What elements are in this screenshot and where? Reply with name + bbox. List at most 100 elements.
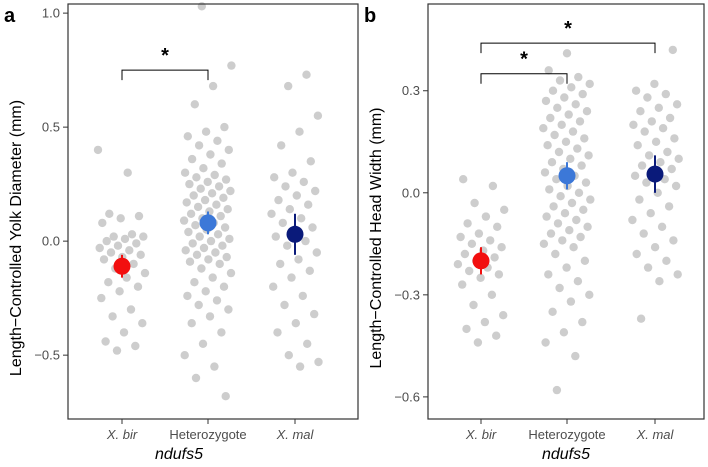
data-point [298, 291, 307, 301]
panel-a-ylabel: Length−Controlled Yolk Diameter (mm) [8, 100, 25, 376]
data-point [584, 151, 593, 160]
data-point [576, 232, 585, 242]
data-point [546, 229, 556, 238]
x-tick-label: X. mal [636, 427, 675, 442]
data-point [581, 178, 591, 187]
data-point [199, 243, 209, 253]
data-point [201, 287, 210, 296]
data-point [565, 226, 574, 235]
x-tick-label: X. bir [465, 427, 497, 442]
data-point [663, 147, 672, 157]
data-point [303, 339, 312, 348]
data-point [313, 111, 323, 120]
data-point [125, 246, 134, 255]
mean-marker [558, 167, 576, 185]
data-point [205, 207, 214, 216]
data-point [105, 209, 114, 218]
data-point [460, 249, 470, 259]
data-point [555, 283, 564, 293]
data-point [492, 331, 501, 340]
data-point [93, 145, 103, 155]
panel-a-ticks: 1.0 0.5 0.0 −0.5 [34, 6, 68, 363]
mean-marker [646, 165, 664, 183]
data-point [122, 273, 131, 282]
data-point [95, 243, 104, 253]
data-point [192, 173, 201, 182]
data-point [571, 351, 580, 361]
data-point [199, 164, 208, 173]
y-tick-label: 0.5 [42, 120, 60, 135]
data-point [560, 209, 570, 218]
data-point [486, 236, 495, 245]
data-point [198, 339, 208, 348]
data-point [488, 181, 498, 191]
data-point [134, 211, 144, 221]
data-point [123, 168, 132, 177]
panel-a-xlabel: ndufs5 [155, 446, 203, 463]
data-point [567, 198, 577, 208]
data-point [473, 338, 483, 347]
panel-b-frame [427, 3, 705, 420]
data-point [578, 89, 587, 99]
data-point [187, 154, 197, 164]
data-point [270, 173, 279, 182]
data-point [657, 222, 667, 231]
data-point [646, 209, 655, 218]
data-point [215, 259, 224, 269]
panel-a-frame [67, 3, 359, 420]
data-point [456, 232, 465, 242]
data-point [574, 188, 584, 197]
data-point [561, 137, 571, 146]
data-point [539, 124, 548, 133]
data-point [314, 357, 323, 367]
data-point [540, 168, 550, 177]
data-point [220, 122, 229, 132]
data-point [119, 328, 129, 337]
data-point [225, 234, 234, 244]
data-point [295, 127, 304, 136]
data-point [656, 158, 665, 167]
data-point [476, 273, 485, 282]
data-point [662, 256, 671, 265]
data-point [493, 222, 502, 231]
data-point [567, 83, 576, 92]
data-point [644, 151, 654, 160]
data-point [285, 205, 294, 214]
data-point [284, 81, 293, 91]
panel-b-summary [472, 155, 664, 275]
data-point [551, 249, 560, 259]
data-point [189, 191, 198, 200]
data-point [277, 141, 286, 150]
data-point [294, 255, 303, 264]
data-point [566, 297, 576, 306]
data-point [312, 248, 321, 257]
data-point [550, 130, 559, 140]
data-point [559, 328, 569, 337]
data-point [206, 236, 216, 246]
data-point [217, 159, 226, 168]
panel-a-label: a [4, 5, 16, 27]
data-point [197, 264, 206, 273]
data-point [633, 141, 642, 150]
data-point [179, 216, 189, 225]
data-point [304, 200, 313, 209]
data-point [463, 219, 472, 228]
data-point [552, 175, 561, 184]
data-point [188, 239, 197, 248]
data-point [643, 93, 652, 102]
data-point [205, 312, 215, 321]
data-point [555, 76, 565, 85]
data-point [480, 317, 490, 327]
data-point [181, 246, 190, 255]
data-point [630, 171, 640, 180]
panel-b-label: b [364, 5, 376, 27]
y-tick-label: −0.6 [394, 389, 420, 404]
data-point [210, 362, 219, 371]
data-point [650, 243, 660, 252]
mean-marker [472, 252, 490, 270]
data-point [579, 205, 588, 214]
data-point [310, 309, 319, 319]
data-point [218, 241, 227, 250]
data-point [629, 120, 638, 129]
